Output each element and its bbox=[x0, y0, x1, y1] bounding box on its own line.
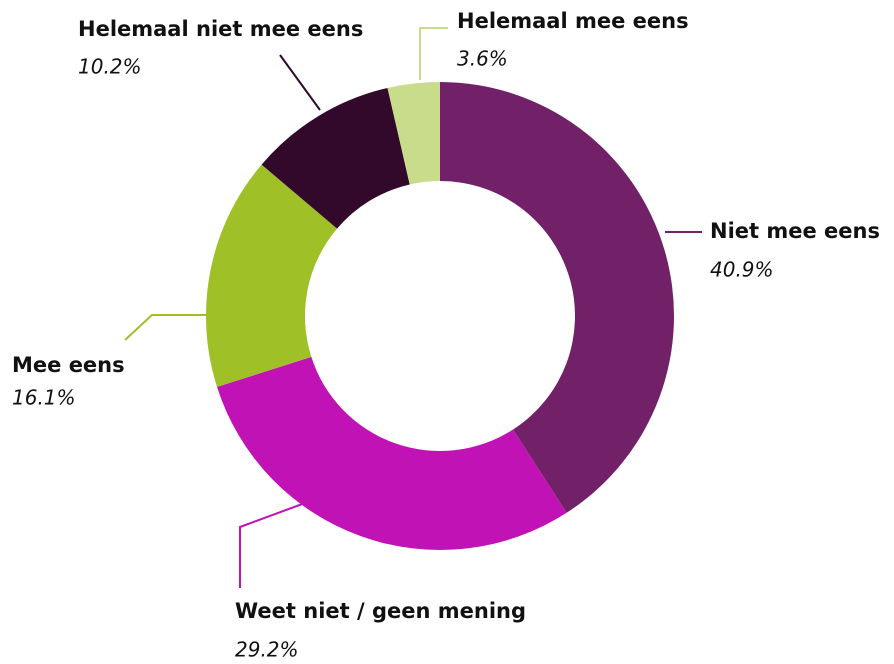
donut-segment bbox=[261, 87, 410, 229]
value-label: 10.2% bbox=[78, 55, 142, 79]
slice-label: Weet niet / geen mening bbox=[235, 599, 526, 623]
leader-line bbox=[124, 314, 207, 341]
leader-line bbox=[279, 54, 321, 111]
leader-line bbox=[419, 27, 448, 80]
donut-segment bbox=[217, 356, 567, 550]
value-label: 40.9% bbox=[710, 258, 774, 282]
leader-line bbox=[239, 502, 306, 588]
value-label: 3.6% bbox=[457, 47, 508, 71]
slice-label: Helemaal niet mee eens bbox=[78, 17, 363, 41]
donut-segment bbox=[387, 82, 440, 185]
value-label: 29.2% bbox=[235, 638, 299, 662]
value-label: 16.1% bbox=[12, 386, 76, 410]
donut-segment bbox=[206, 164, 338, 387]
slice-label: Helemaal mee eens bbox=[457, 9, 689, 33]
slice-label: Mee eens bbox=[12, 353, 125, 377]
slice-label: Niet mee eens bbox=[710, 219, 880, 243]
donut-segment bbox=[440, 82, 674, 513]
